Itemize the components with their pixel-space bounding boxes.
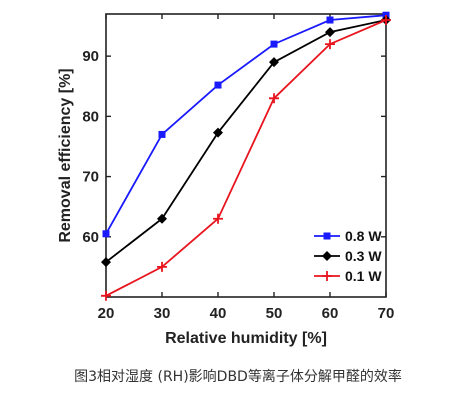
series-0_3W	[101, 15, 391, 268]
y-axis-label: Removal efficiency [%]	[57, 68, 74, 242]
data-point	[325, 39, 335, 50]
data-point	[269, 57, 279, 68]
series-line	[105, 14, 387, 235]
y-tick-label: 70	[82, 169, 99, 186]
x-tick-label: 70	[378, 305, 395, 322]
legend-label: 0.3 W	[345, 248, 382, 264]
legend-entry: 0.3 W	[314, 248, 382, 264]
legend-label: 0.8 W	[345, 228, 382, 244]
y-tick-label: 80	[82, 108, 99, 125]
series-line	[105, 19, 387, 297]
x-tick-label: 50	[266, 305, 283, 322]
plot-frame	[105, 13, 387, 298]
axis-ticks: 20 30 40 50 60 70 60 70 80 90	[82, 14, 394, 322]
data-point	[101, 257, 111, 268]
series-line	[105, 19, 387, 263]
data-point	[213, 213, 223, 224]
series-layer	[101, 11, 391, 301]
line-chart: 20 30 40 50 60 70 60 70 80 90 0.8 W 0.3 W 0.1 W Rel…	[57, 11, 394, 347]
data-point	[157, 261, 167, 272]
x-tick-label: 20	[98, 305, 115, 322]
legend-swatch-marker	[323, 232, 331, 240]
data-point	[213, 127, 223, 138]
y-tick-label: 60	[82, 229, 99, 246]
data-point	[102, 230, 110, 238]
data-point	[326, 16, 334, 24]
data-point	[157, 213, 167, 224]
x-tick-label: 30	[154, 305, 171, 322]
legend: 0.8 W 0.3 W 0.1 W	[314, 228, 382, 284]
y-tick-label: 90	[82, 48, 99, 65]
legend-swatch-marker	[322, 271, 332, 281]
series-0_8W	[102, 11, 390, 238]
x-tick-label: 40	[210, 305, 227, 322]
x-axis-label: Relative humidity [%]	[165, 330, 327, 347]
legend-entry: 0.1 W	[314, 268, 382, 284]
data-point	[381, 15, 391, 26]
series-0_1W	[101, 15, 391, 301]
legend-swatch-marker	[322, 251, 332, 261]
data-point	[158, 130, 166, 138]
legend-label: 0.1 W	[345, 268, 382, 284]
figure-caption: 图3相对湿度 (RH)影响DBD等离子体分解甲醛的效率	[74, 369, 402, 385]
data-point	[325, 27, 335, 38]
data-point	[101, 290, 111, 301]
x-tick-label: 60	[322, 305, 339, 322]
plot-area-border	[105, 13, 387, 298]
data-point	[269, 93, 279, 104]
data-point	[270, 40, 278, 48]
data-point	[214, 81, 222, 89]
legend-entry: 0.8 W	[314, 228, 382, 244]
